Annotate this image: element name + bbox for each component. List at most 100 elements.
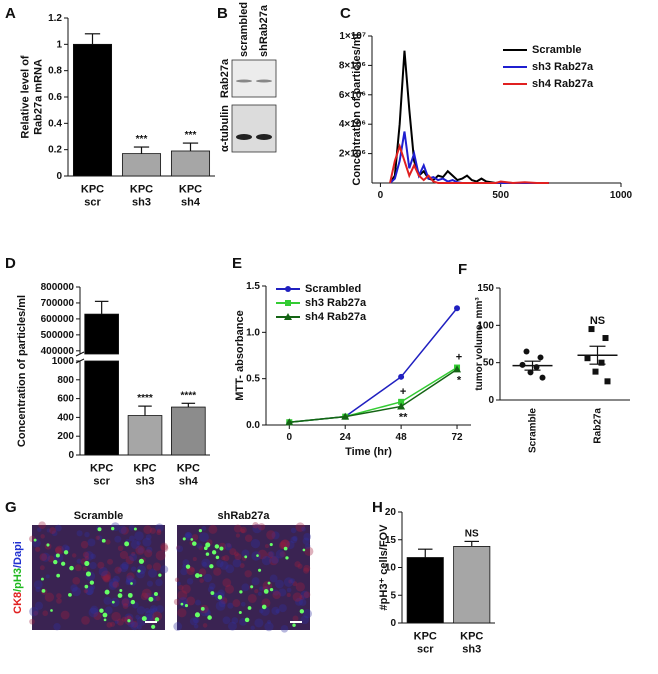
stain-texture bbox=[233, 551, 239, 557]
stain-texture bbox=[250, 538, 261, 549]
stain-texture bbox=[142, 537, 152, 547]
y-tick-label: 0.8 bbox=[48, 65, 62, 76]
y-tick-label: 1.2 bbox=[48, 13, 62, 24]
stain-texture bbox=[260, 606, 270, 616]
stained-cell bbox=[127, 619, 131, 623]
stain-texture bbox=[222, 578, 232, 588]
x-tick-label: KPC scr bbox=[90, 463, 113, 488]
y-axis-label: CK8/pH3/Dapi bbox=[12, 541, 24, 614]
stain-texture bbox=[103, 575, 110, 582]
stain-texture bbox=[207, 586, 214, 593]
bar bbox=[84, 313, 119, 355]
x-tick-label: KPC sh4 bbox=[179, 184, 202, 209]
x-tick-label: KPC scr bbox=[414, 631, 437, 656]
stain-texture bbox=[74, 564, 82, 572]
stain-texture bbox=[155, 578, 163, 587]
stain-texture bbox=[128, 524, 135, 531]
series-line bbox=[289, 366, 458, 423]
stain-texture bbox=[53, 623, 61, 631]
stained-cell bbox=[238, 610, 242, 615]
stain-texture bbox=[114, 619, 119, 624]
stain-texture bbox=[156, 605, 164, 614]
stain-texture bbox=[302, 567, 310, 574]
x-tick-label: 0 bbox=[378, 190, 384, 201]
significance: **** bbox=[181, 390, 197, 401]
stain-texture bbox=[177, 608, 187, 618]
stain-texture bbox=[121, 616, 127, 622]
stain-texture bbox=[198, 545, 204, 551]
legend-marker bbox=[285, 300, 291, 306]
stained-cell bbox=[199, 574, 203, 578]
stained-cell bbox=[244, 617, 250, 623]
stain-texture bbox=[155, 595, 161, 602]
stain-texture bbox=[136, 606, 146, 615]
series-line bbox=[389, 143, 549, 185]
stained-cell bbox=[97, 527, 102, 532]
y-tick-label: 150 bbox=[477, 283, 494, 294]
bar bbox=[127, 415, 163, 456]
y-axis-label: Concentration of particles/ml bbox=[351, 33, 363, 185]
y-tick-label: 4×10⁶ bbox=[339, 119, 366, 130]
stain-texture bbox=[178, 584, 184, 591]
stained-cell bbox=[33, 538, 37, 542]
stain-texture bbox=[140, 592, 149, 601]
stain-texture bbox=[126, 614, 132, 620]
stain-texture bbox=[34, 601, 44, 610]
label-part: CK8 bbox=[12, 592, 24, 614]
stain-texture bbox=[180, 567, 188, 576]
stain-texture bbox=[76, 558, 82, 564]
stain-texture bbox=[193, 623, 199, 629]
stain-texture bbox=[135, 614, 141, 620]
stain-texture bbox=[204, 609, 211, 617]
stained-cell bbox=[261, 604, 267, 610]
stained-cell bbox=[137, 569, 141, 573]
marker bbox=[584, 355, 591, 362]
stain-texture bbox=[109, 621, 116, 627]
y-tick-label: 800 bbox=[57, 374, 74, 385]
stain-texture bbox=[131, 551, 136, 556]
bar bbox=[406, 557, 444, 624]
y-tick-label: 600 bbox=[57, 393, 74, 404]
stain-texture bbox=[130, 540, 140, 549]
stain-texture bbox=[129, 553, 137, 562]
stain-texture bbox=[295, 597, 303, 606]
stain-texture bbox=[160, 565, 169, 574]
stain-texture bbox=[47, 555, 55, 563]
stain-texture bbox=[146, 546, 153, 553]
y-tick-label: 1.0 bbox=[246, 327, 260, 338]
stain-texture bbox=[254, 618, 264, 628]
y-axis-label: tumor volume- mm³ bbox=[474, 297, 485, 391]
stained-cell bbox=[219, 546, 224, 551]
stain-texture bbox=[185, 533, 190, 538]
stain-texture bbox=[275, 579, 284, 589]
stain-texture bbox=[152, 611, 162, 622]
y-tick-label: 500000 bbox=[41, 329, 75, 340]
stain-texture bbox=[155, 550, 166, 561]
blot-panel bbox=[231, 104, 277, 153]
stain-texture bbox=[112, 581, 120, 588]
stain-texture bbox=[119, 563, 129, 573]
marker bbox=[523, 348, 530, 355]
panel-letter: C bbox=[340, 5, 351, 22]
x-tick-label: KPC scr bbox=[81, 184, 104, 209]
stain-texture bbox=[131, 620, 139, 628]
stained-cell bbox=[292, 623, 296, 627]
significance: + bbox=[400, 386, 406, 398]
stained-cell bbox=[60, 561, 66, 566]
stained-cell bbox=[299, 609, 305, 614]
stain-texture bbox=[231, 617, 239, 624]
stain-texture bbox=[103, 596, 112, 605]
stain-texture bbox=[105, 539, 111, 545]
stain-texture bbox=[37, 527, 42, 532]
significance: **** bbox=[137, 393, 153, 404]
stain-texture bbox=[213, 592, 218, 597]
stain-texture bbox=[137, 547, 144, 554]
stain-texture bbox=[257, 523, 266, 531]
stained-cell bbox=[53, 559, 58, 565]
stain-texture bbox=[240, 528, 246, 534]
significance: *** bbox=[136, 134, 148, 145]
stained-cell bbox=[182, 537, 186, 541]
marker bbox=[539, 374, 546, 381]
y-tick-label: 100 bbox=[477, 320, 494, 331]
